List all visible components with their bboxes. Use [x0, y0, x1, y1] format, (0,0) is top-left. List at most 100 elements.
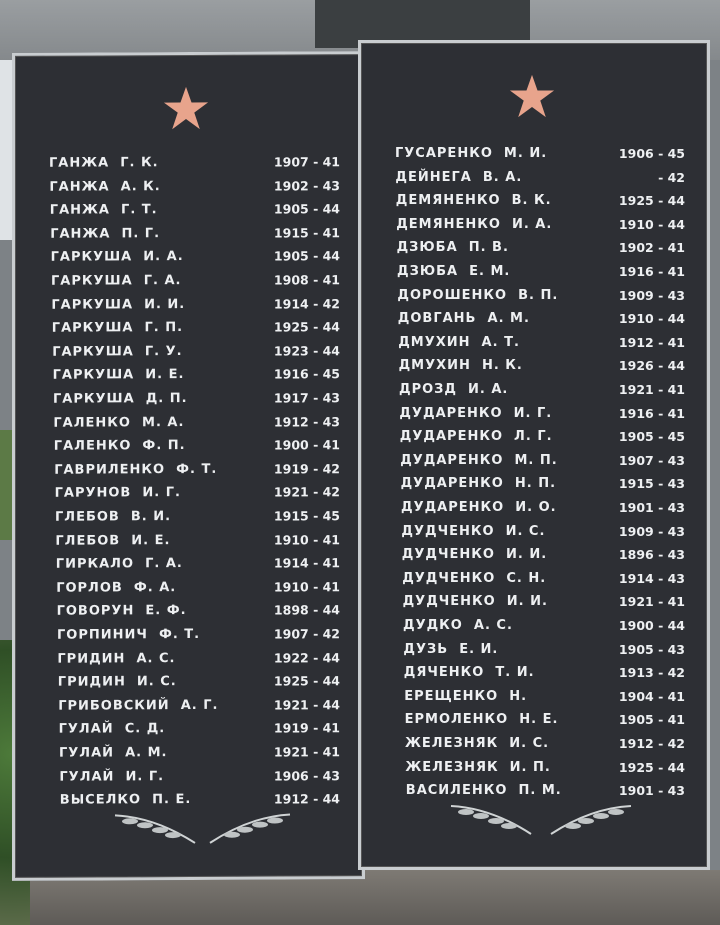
life-years: 1914 - 41 — [273, 555, 340, 571]
soldier-name: ДЕМЯНЕНКО И. А. — [396, 216, 553, 232]
life-years: 1916 - 41 — [618, 405, 685, 421]
list-item: ГИРКАЛО Г. А. 1914 - 41 — [15, 555, 362, 579]
life-years: 1906 - 43 — [273, 767, 340, 784]
laurel-branch-icon — [450, 805, 532, 835]
life-years: 1923 - 44 — [273, 343, 340, 359]
red-star-icon — [163, 86, 209, 130]
list-item: ГОВОРУН Е. Ф. 1898 - 44 — [15, 602, 362, 626]
soldier-name: ЖЕЛЕЗНЯК И. П. — [405, 759, 551, 775]
soldier-name: ДУДАРЕНКО Н. П. — [400, 476, 557, 492]
soldier-name: ДУЗЬ Е. И. — [403, 641, 499, 657]
life-years: 1921 - 41 — [618, 594, 685, 610]
soldier-name: ДМУХИН Н. К. — [398, 358, 523, 374]
list-item: ДЯЧЕНКО Т. И. 1913 - 42 — [361, 665, 707, 687]
red-star-icon — [509, 74, 555, 118]
life-years: 1919 - 41 — [273, 720, 340, 736]
list-item: ГУСАРЕНКО М. И. 1906 - 45 — [361, 146, 707, 168]
life-years: 1926 - 44 — [618, 358, 685, 374]
list-item: ЖЕЛЕЗНЯК И. П. 1925 - 44 — [361, 760, 707, 782]
list-item: ДУЗЬ Е. И. 1905 - 43 — [361, 642, 707, 664]
list-item: ДМУХИН А. Т. 1912 - 41 — [361, 335, 707, 357]
laurel-branch-icon — [550, 805, 632, 835]
soldier-name: ГИРКАЛО Г. А. — [55, 556, 183, 572]
life-years: 1896 - 43 — [618, 547, 685, 563]
soldier-name: ГАНЖА Г. Т. — [49, 202, 158, 218]
life-years: 1914 - 42 — [273, 295, 340, 312]
life-years: 1925 - 44 — [618, 759, 685, 775]
soldier-name: ДЗЮБА П. В. — [396, 240, 509, 256]
life-years: 1906 - 45 — [618, 146, 685, 161]
life-years: 1905 - 44 — [273, 248, 340, 264]
list-item: ДЕЙНЕГА В. А. - 42 — [361, 170, 707, 192]
memorial-plaque-left: ГАНЖА Г. К. 1907 - 41 ГАНЖА А. К. 1902 - 43… — [12, 51, 365, 881]
life-years: 1907 - 41 — [273, 154, 340, 170]
soldier-name: ГЛЕБОВ И. Е. — [55, 532, 171, 549]
soldier-name: ГАНЖА П. Г. — [50, 225, 161, 242]
life-years: 1913 - 42 — [618, 665, 685, 681]
list-item: ДЕМЯНЕНКО И. А. 1910 - 44 — [361, 217, 707, 239]
life-years: 1921 - 42 — [273, 484, 340, 500]
life-years: 1915 - 45 — [273, 508, 340, 524]
life-years: 1922 - 44 — [273, 649, 340, 666]
soldier-name: ЕРМОЛЕНКО Н. Е. — [404, 712, 559, 728]
life-years: 1900 - 44 — [618, 618, 685, 633]
soldier-name: ГАЛЕНКО Ф. П. — [53, 438, 186, 454]
life-years: 1902 - 43 — [273, 177, 340, 194]
list-item: ГАРКУША Г. П. 1925 - 44 — [15, 319, 362, 343]
life-years: 1907 - 43 — [618, 452, 685, 468]
list-item: ГАЛЕНКО М. А. 1912 - 43 — [15, 414, 362, 438]
life-years: 1925 - 44 — [273, 319, 340, 335]
list-item: ГАРУНОВ И. Г. 1921 - 42 — [15, 484, 362, 508]
list-item: ДМУХИН Н. К. 1926 - 44 — [361, 358, 707, 380]
life-years: 1921 - 41 — [618, 382, 685, 397]
soldier-name: ГУЛАЙ С. Д. — [58, 721, 166, 738]
soldier-name: ГАНЖА А. К. — [49, 178, 161, 195]
list-item: ГУЛАЙ С. Д. 1919 - 41 — [15, 720, 362, 744]
list-item: ДУДАРЕНКО И. О. 1901 - 43 — [361, 500, 707, 522]
list-item: ГУЛАЙ А. М. 1921 - 41 — [15, 744, 362, 768]
soldier-name: ЕРЕЩЕНКО Н. — [404, 688, 528, 704]
soldier-name: ГЛЕБОВ В. И. — [55, 509, 172, 525]
list-item: ДУДАРЕНКО Н. П. 1915 - 43 — [361, 476, 707, 498]
soldier-name: ДУДАРЕНКО И. О. — [401, 500, 557, 515]
soldier-name: ДЗЮБА Е. М. — [397, 264, 511, 279]
list-item: ГАРКУША Г. У. 1923 - 44 — [15, 343, 362, 367]
life-years: 1915 - 41 — [273, 225, 340, 241]
soldier-name: ДУДКО А. С. — [403, 618, 513, 633]
list-item: ГРИБОВСКИЙ А. Г. 1921 - 44 — [15, 697, 362, 721]
life-years: - 42 — [658, 169, 685, 185]
soldier-name: ГАРКУША И. И. — [51, 296, 186, 313]
life-years: 1912 - 43 — [273, 413, 340, 430]
soldier-name: ДУДАРЕНКО М. П. — [400, 452, 558, 468]
list-item: ГЛЕБОВ В. И. 1915 - 45 — [15, 508, 362, 532]
soldier-name: ДОВГАНЬ А. М. — [397, 311, 530, 327]
list-item: ГРИДИН А. С. 1922 - 44 — [15, 650, 362, 674]
list-item: ГАРКУША И. Е. 1916 - 45 — [15, 366, 362, 390]
list-item: ГРИДИН И. С. 1925 - 44 — [15, 673, 362, 697]
list-item: ГАЛЕНКО Ф. П. 1900 - 41 — [15, 437, 362, 461]
list-item: ГАНЖА Г. К. 1907 - 41 — [15, 154, 362, 178]
list-item: ДУДАРЕНКО М. П. 1907 - 43 — [361, 453, 707, 475]
soldier-name: ДОРОШЕНКО В. П. — [397, 287, 559, 303]
soldier-name: ВАСИЛЕНКО П. М. — [405, 783, 562, 799]
list-item: ЕРЕЩЕНКО Н. 1904 - 41 — [361, 689, 707, 711]
laurel-branch-icon — [114, 814, 196, 844]
soldier-name: ГАРКУША Д. П. — [53, 391, 188, 407]
life-years: 1925 - 44 — [273, 673, 340, 689]
list-item: ВАСИЛЕНКО П. М. 1901 - 43 — [361, 783, 707, 805]
soldier-name: ГАРКУША И. А. — [50, 249, 184, 266]
list-item: ЖЕЛЕЗНЯК И. С. 1912 - 42 — [361, 736, 707, 758]
list-item: ДУДЧЕНКО И. И. 1896 - 43 — [361, 547, 707, 569]
soldier-name: ДЕЙНЕГА В. А. — [395, 169, 523, 185]
soldier-name: ДУДЧЕНКО С. Н. — [402, 570, 547, 586]
list-item: ДУДЧЕНКО И. И. 1921 - 41 — [361, 594, 707, 616]
life-years: 1902 - 41 — [618, 240, 685, 256]
life-years: 1898 - 44 — [273, 602, 340, 618]
list-item: ДОРОШЕНКО В. П. 1909 - 43 — [361, 288, 707, 310]
list-item: ДЗЮБА П. В. 1902 - 41 — [361, 240, 707, 262]
life-years: 1919 - 42 — [273, 461, 340, 477]
life-years: 1914 - 43 — [618, 570, 685, 586]
life-years: 1910 - 41 — [273, 531, 340, 548]
list-item: ДУДЧЕНКО И. С. 1909 - 43 — [361, 524, 707, 546]
soldier-name: ГУСАРЕНКО М. И. — [395, 146, 548, 161]
